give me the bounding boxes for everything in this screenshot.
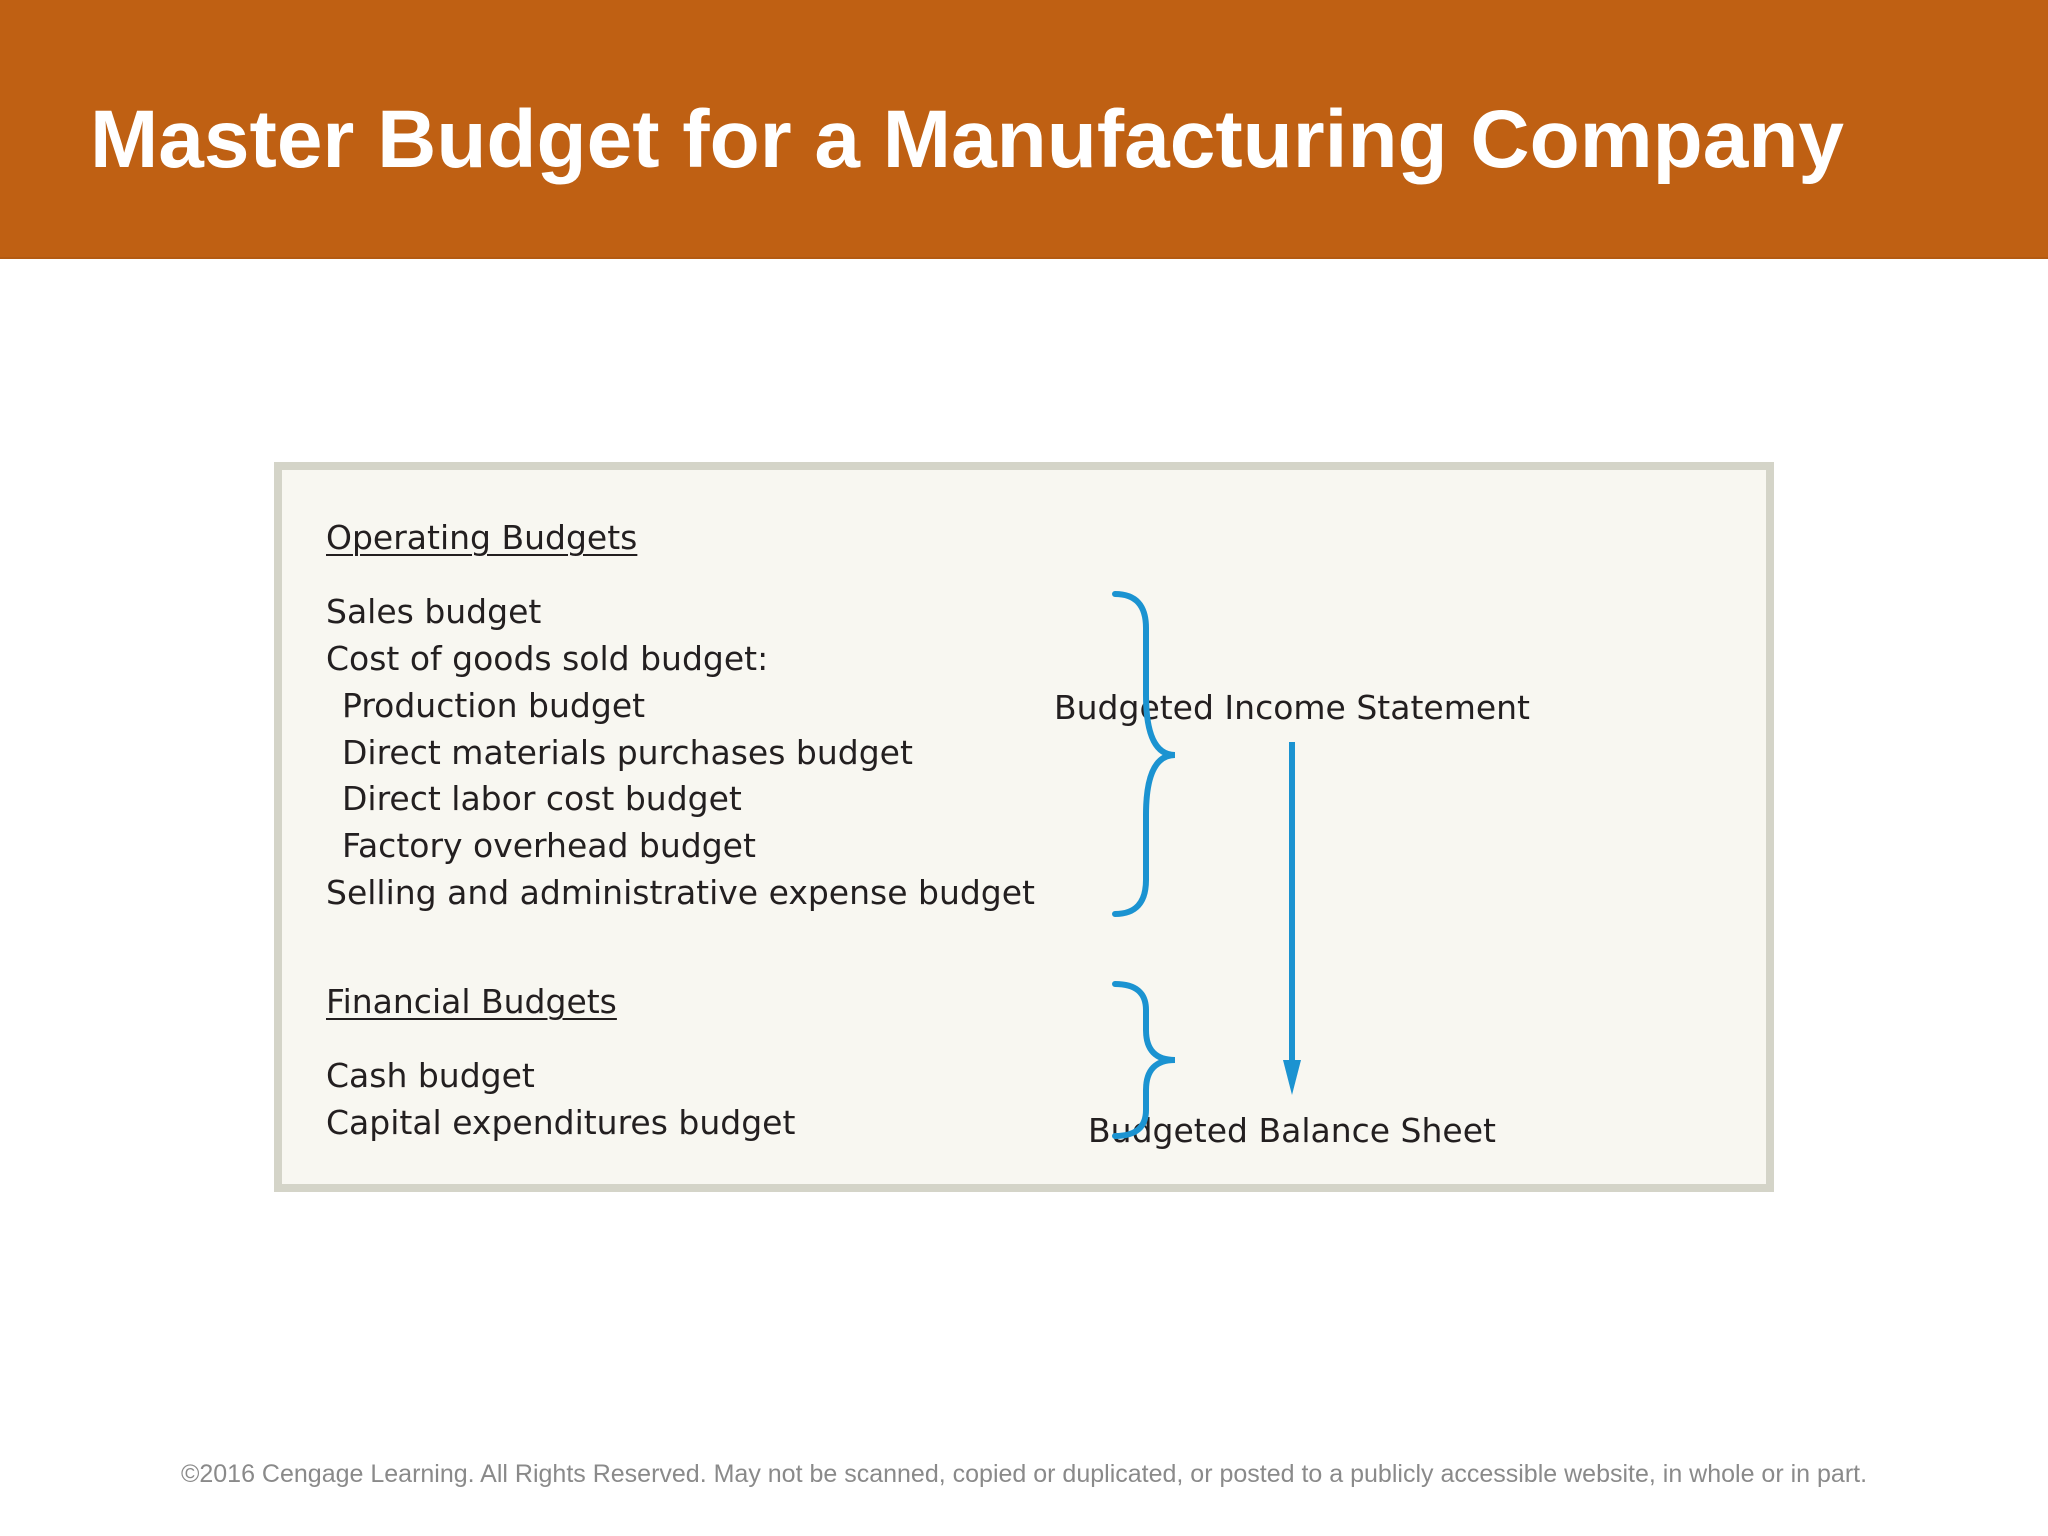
financial-budget-item: Cash budget xyxy=(326,1056,535,1095)
budgeted-income-statement-label: Budgeted Income Statement xyxy=(1053,688,1531,727)
operating-budget-item: Selling and administrative expense budge… xyxy=(326,873,1036,912)
financial-budgets-heading: Financial Budgets xyxy=(326,982,617,1021)
connector-layer xyxy=(1112,591,1301,1139)
operating-budget-item: Sales budget xyxy=(326,592,542,631)
operating-budgets-heading: Operating Budgets xyxy=(326,518,638,557)
operating-budget-subitem: Factory overhead budget xyxy=(342,826,756,865)
operating-budget-subitem: Direct materials purchases budget xyxy=(342,733,913,772)
copyright-footer: ©2016 Cengage Learning. All Rights Reser… xyxy=(180,1460,1868,1488)
operating-budget-item: Cost of goods sold budget: xyxy=(326,639,769,678)
slide-title: Master Budget for a Manufacturing Compan… xyxy=(90,94,1845,185)
financial-budget-item: Capital expenditures budget xyxy=(326,1103,796,1142)
master-budget-diagram: Operating Budgets Sales budget Cost of g… xyxy=(274,462,1774,1192)
flow-arrow-head xyxy=(1283,1060,1301,1095)
operating-budgets-brace xyxy=(1112,591,1176,917)
title-bar: Master Budget for a Manufacturing Compan… xyxy=(0,0,2048,259)
operating-budget-subitem: Production budget xyxy=(342,686,646,725)
budgeted-balance-sheet-label: Budgeted Balance Sheet xyxy=(1088,1111,1496,1150)
financial-budgets-brace xyxy=(1112,981,1176,1139)
operating-budget-subitem: Direct labor cost budget xyxy=(342,779,742,818)
